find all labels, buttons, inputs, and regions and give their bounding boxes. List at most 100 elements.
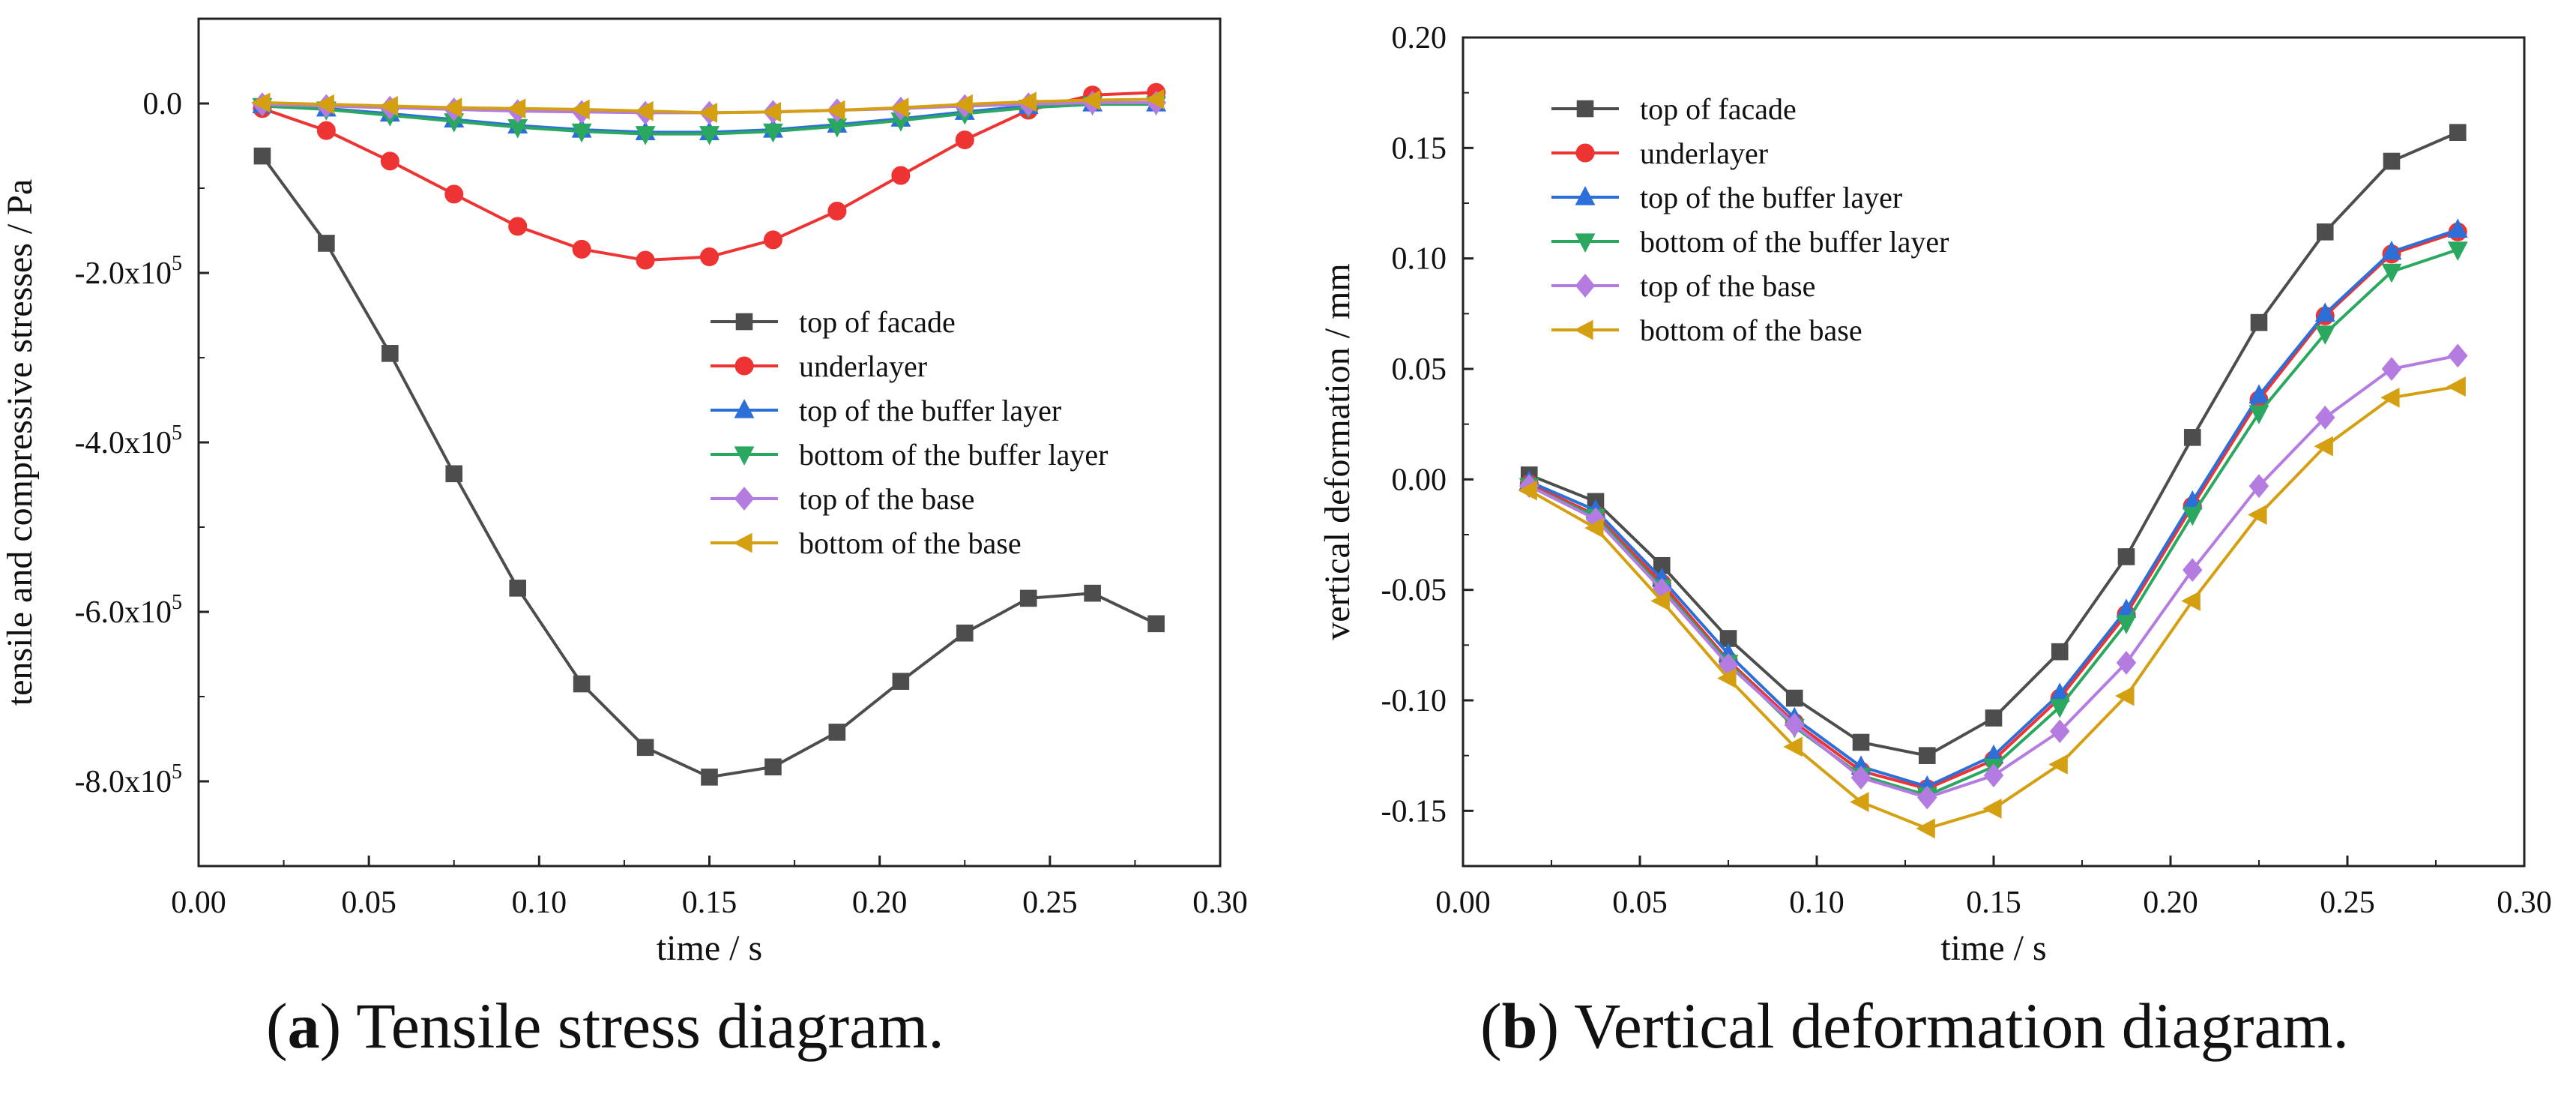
legend: top of facade underlayer top of the buffer… — [1551, 92, 1949, 347]
legend-marker — [1574, 319, 1593, 340]
legend-marker — [1575, 233, 1596, 253]
x-tick-label: 0.30 — [2497, 886, 2552, 920]
caption-b-label: b — [1501, 990, 1538, 1062]
legend-marker — [1575, 143, 1595, 163]
legend-item: top of the buffer layer — [711, 394, 1061, 427]
x-tick-label: 0.10 — [1789, 886, 1844, 920]
series-bottom-of-the-base — [1518, 376, 2466, 839]
data-point — [2380, 387, 2400, 408]
data-point — [1917, 785, 1937, 810]
data-point — [2316, 223, 2334, 241]
legend-marker — [735, 313, 753, 331]
y-tick-label: -0.05 — [1381, 574, 1447, 608]
x-tick-label: 0.15 — [1966, 886, 2021, 920]
data-point — [316, 121, 336, 140]
data-point — [508, 217, 528, 236]
plot-frame — [1462, 36, 2526, 868]
legend-label: underlayer — [1640, 136, 1768, 170]
data-point — [378, 95, 398, 116]
series-top-of-the-buffer-layer — [1518, 218, 2468, 795]
legend-marker — [735, 356, 754, 376]
data-point — [763, 123, 783, 143]
legend-item: top of the base — [1551, 269, 1815, 303]
series-top-of-facade — [1520, 124, 2467, 764]
y-tick-label: -8.0x105 — [75, 760, 183, 799]
data-point — [2115, 685, 2135, 706]
data-point — [2181, 590, 2201, 611]
data-point — [570, 99, 590, 120]
data-point — [1852, 733, 1870, 751]
legend-label: bottom of the buffer layer — [1640, 225, 1949, 259]
data-point — [701, 769, 718, 786]
data-point — [953, 94, 973, 115]
y-tick-base: -8.0x10 — [75, 765, 172, 799]
legend-item: top of facade — [1551, 92, 1797, 126]
data-point — [955, 130, 974, 150]
legend-label: underlayer — [799, 349, 927, 383]
data-point — [2314, 302, 2335, 322]
data-point — [1650, 590, 1670, 611]
data-point — [2116, 651, 2137, 675]
data-point — [2314, 325, 2335, 345]
y-tick-label: 0.20 — [1392, 21, 1447, 55]
data-point — [1850, 766, 1871, 790]
data-point — [1019, 589, 1037, 607]
data-point — [2314, 436, 2333, 457]
y-axis-label: tensile and compressive stresses / Pa — [0, 179, 40, 706]
y-tick-label: 0.10 — [1392, 242, 1447, 277]
data-point — [698, 103, 718, 123]
data-point — [2051, 643, 2069, 661]
data-point — [1850, 792, 1869, 812]
data-point — [889, 97, 909, 118]
data-point — [1084, 584, 1101, 602]
caption-b: (b) Vertical deformation diagram. — [1480, 990, 2350, 1062]
x-tick-label: 0.05 — [1612, 886, 1668, 920]
data-point — [1584, 517, 1604, 538]
caption-a-label: a — [287, 990, 320, 1062]
data-point — [1717, 668, 1737, 688]
data-point — [2447, 241, 2468, 261]
y-axis-label: vertical deformation / mm — [1318, 263, 1357, 640]
legend-marker — [1576, 100, 1594, 118]
x-tick-label: 0.00 — [171, 886, 226, 920]
legend-label: top of facade — [799, 305, 956, 339]
chart-panel-a: 0.00 0.05 0.10 0.15 0.20 0.25 0.300.0-2.0x105-… — [0, 17, 1248, 968]
x-tick-label: 0.20 — [852, 886, 908, 920]
data-point — [1982, 798, 2002, 819]
data-point — [573, 675, 591, 693]
legend-marker — [734, 399, 755, 418]
legend-marker — [1575, 186, 1596, 205]
data-point — [2315, 405, 2335, 430]
data-point — [315, 94, 334, 115]
legend-label: top of the base — [799, 482, 974, 516]
data-point — [445, 465, 463, 483]
y-tick-label: 0.0 — [143, 87, 183, 121]
data-point — [571, 123, 592, 143]
data-point — [827, 202, 847, 221]
data-point — [1785, 712, 1805, 737]
data-point — [2248, 384, 2269, 403]
legend-marker — [734, 487, 755, 511]
data-point — [2383, 152, 2401, 170]
legend-marker — [734, 446, 755, 466]
data-point — [318, 235, 335, 252]
series-top-of-facade — [253, 147, 1165, 786]
y-tick-label: -0.10 — [1381, 684, 1447, 718]
chart-panel-b: 0.00 0.05 0.10 0.15 0.20 0.25 0.30 0.20 0.15 0.10… — [1318, 21, 2552, 968]
data-point — [2049, 699, 2070, 718]
y-tick-exponent: 5 — [172, 591, 182, 614]
x-tick-label: 0.25 — [2320, 886, 2375, 920]
legend-label: bottom of the buffer layer — [799, 438, 1108, 472]
legend-label: top of the base — [1640, 269, 1815, 303]
data-point — [1017, 91, 1037, 112]
y-tick-exponent: 5 — [172, 760, 182, 784]
legend-marker — [733, 532, 752, 553]
data-point — [761, 101, 782, 122]
data-point — [2449, 124, 2467, 142]
y-tick-label: 0.15 — [1392, 131, 1447, 166]
x-tick-label: 0.20 — [2143, 886, 2198, 920]
data-point — [825, 100, 845, 121]
data-point — [253, 147, 271, 165]
data-point — [2183, 558, 2203, 583]
